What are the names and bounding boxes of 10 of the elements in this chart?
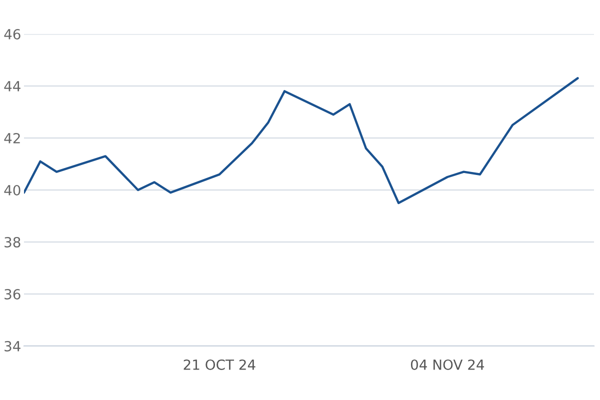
y-tick-label: 38 bbox=[4, 236, 20, 248]
x-tick-label: 21 OCT 24 bbox=[184, 359, 256, 370]
y-tick-label: 36 bbox=[4, 288, 20, 300]
y-tick-label: 40 bbox=[4, 184, 20, 196]
line-series bbox=[24, 77, 579, 204]
y-tick-label: 46 bbox=[4, 28, 20, 40]
y-tick-label: 42 bbox=[4, 132, 20, 144]
x-tick-label: 04 NOV 24 bbox=[410, 359, 484, 370]
y-tick-label: 44 bbox=[4, 81, 20, 92]
y-tick-label: 34 bbox=[4, 340, 20, 352]
